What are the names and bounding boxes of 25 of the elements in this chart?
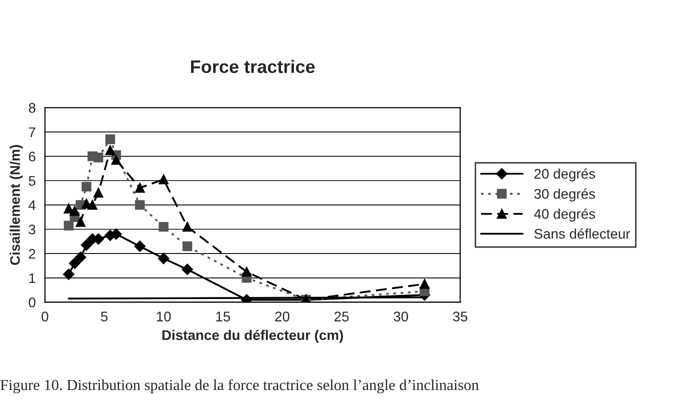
- x-axis-title: Distance du déflecteur (cm): [162, 330, 343, 343]
- y-tick-label: 2: [28, 248, 36, 259]
- caption: Figure 10. Distribution spatiale de la force tractrice selon l’angle d’inclinaison: [0, 379, 479, 394]
- chart-title: Force tractrice: [191, 60, 315, 74]
- y-tick-label: 7: [28, 127, 36, 137]
- y-tick-label: 6: [28, 152, 36, 162]
- x-tick-label: 0: [42, 312, 48, 322]
- y-tick-label: 4: [28, 200, 36, 210]
- legend-label: 20 degrés: [534, 168, 596, 182]
- y-tick-label: 5: [28, 176, 36, 186]
- y-axis-title: Cisaillement (N/m): [10, 145, 23, 265]
- y-tick-label: 1: [29, 273, 36, 283]
- legend-label: Sans déflecteur: [534, 228, 630, 239]
- y-tick-label: 3: [28, 224, 36, 234]
- x-tick-label: 5: [100, 312, 108, 322]
- x-tick-label: 20: [275, 312, 290, 322]
- legend-label: 40 degrés: [534, 208, 596, 222]
- x-tick-label: 30: [394, 312, 408, 322]
- y-tick-label: 0: [28, 298, 36, 308]
- legend-label: 30 degrés: [534, 188, 596, 202]
- x-tick-label: 35: [452, 312, 468, 322]
- x-tick-label: 15: [216, 312, 230, 322]
- x-tick-label: 25: [334, 312, 349, 322]
- x-tick-label: 10: [156, 312, 171, 322]
- y-tick-label: 8: [28, 102, 36, 113]
